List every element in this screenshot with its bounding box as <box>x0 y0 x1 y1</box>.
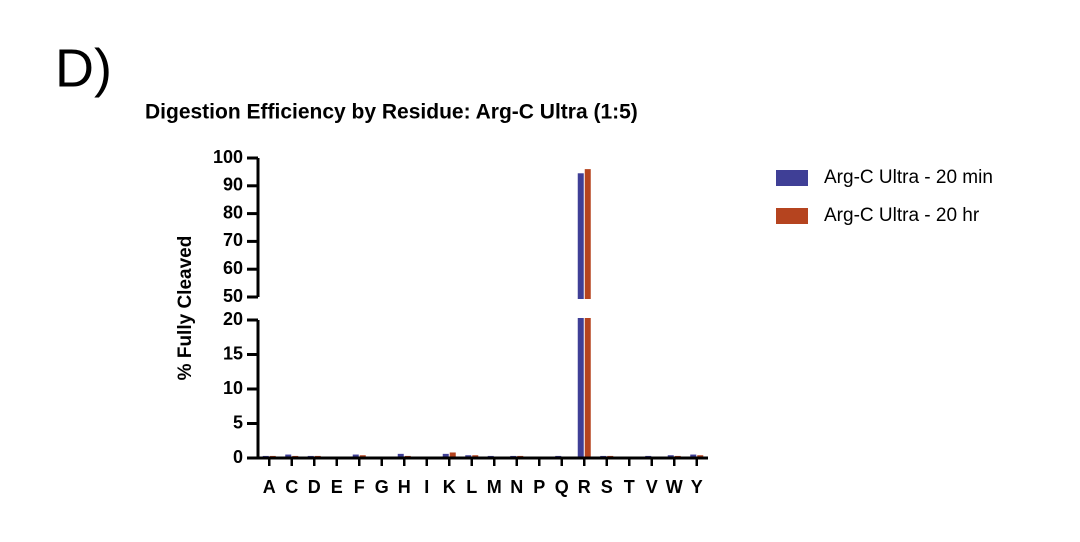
legend-label: Arg-C Ultra - 20 min <box>824 167 993 188</box>
x-tick-label: I <box>424 477 429 497</box>
axis-break-gap <box>259 299 709 318</box>
bar <box>449 452 456 458</box>
x-tick-label: W <box>666 477 683 497</box>
x-tick-label: R <box>578 477 591 497</box>
y-tick-label: 70 <box>223 230 243 250</box>
x-tick-label: T <box>624 477 635 497</box>
bar <box>397 453 404 458</box>
x-tick-label: F <box>354 477 365 497</box>
x-tick-label: Q <box>555 477 569 497</box>
y-tick-label: 90 <box>223 175 243 195</box>
x-tick-label: K <box>443 477 456 497</box>
y-tick-label: 60 <box>223 258 243 278</box>
legend-label: Arg-C Ultra - 20 hr <box>824 205 980 226</box>
y-tick-label: 0 <box>233 447 243 467</box>
chart-title: Digestion Efficiency by Residue: Arg-C U… <box>145 101 638 124</box>
x-tick-label: Y <box>691 477 703 497</box>
panel-label: D) <box>55 38 112 98</box>
y-tick-label: 50 <box>223 286 243 306</box>
x-tick-label: P <box>533 477 545 497</box>
x-tick-label: S <box>601 477 613 497</box>
y-axis-label: % Fully Cleaved <box>175 236 196 381</box>
x-tick-label: C <box>285 477 298 497</box>
bar <box>442 453 449 458</box>
y-tick-label: 5 <box>233 412 243 432</box>
y-tick-label: 80 <box>223 202 243 222</box>
x-tick-label: G <box>375 477 389 497</box>
x-tick-label: M <box>487 477 502 497</box>
x-tick-label: A <box>263 477 276 497</box>
x-tick-label: D <box>308 477 321 497</box>
y-tick-label: 20 <box>223 309 243 329</box>
x-tick-label: E <box>331 477 343 497</box>
y-tick-label: 100 <box>213 147 243 167</box>
y-tick-label: 15 <box>223 343 243 363</box>
bar <box>352 454 359 458</box>
bar <box>285 454 292 458</box>
x-tick-label: N <box>510 477 523 497</box>
x-tick-label: V <box>646 477 658 497</box>
y-tick-label: 10 <box>223 378 243 398</box>
legend-swatch <box>776 208 808 224</box>
x-tick-label: L <box>466 477 477 497</box>
legend-swatch <box>776 170 808 186</box>
x-tick-label: H <box>398 477 411 497</box>
bar <box>690 454 697 458</box>
